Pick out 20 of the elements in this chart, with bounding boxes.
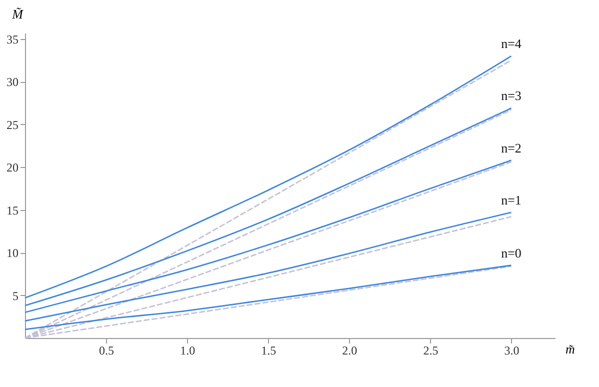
series-label: n=2	[501, 140, 522, 156]
x-axis-title: m̃	[566, 342, 575, 356]
y-tick-label: 5	[12, 288, 18, 303]
y-axis-title: M̃	[11, 6, 24, 22]
y-tick-label: 25	[6, 118, 18, 132]
x-tick-label: 1.0	[180, 344, 196, 358]
x-tick-label: 1.5	[261, 344, 276, 358]
x-tick-label: 2.5	[423, 344, 438, 358]
y-tick-label: 15	[6, 203, 18, 218]
series-label: n=3	[501, 88, 522, 104]
series-label: n=0	[501, 245, 522, 260]
y-tick-label: 35	[6, 32, 18, 46]
series-label: n=1	[501, 192, 522, 208]
y-tick-label: 30	[6, 75, 18, 90]
y-tick-label: 10	[6, 246, 18, 260]
y-tick-label: 20	[6, 160, 18, 175]
x-tick-label: 3.0	[504, 344, 520, 358]
series-label: n=4	[501, 36, 522, 52]
x-tick-label: 0.5	[99, 344, 114, 358]
x-tick-label: 2.0	[342, 344, 358, 358]
